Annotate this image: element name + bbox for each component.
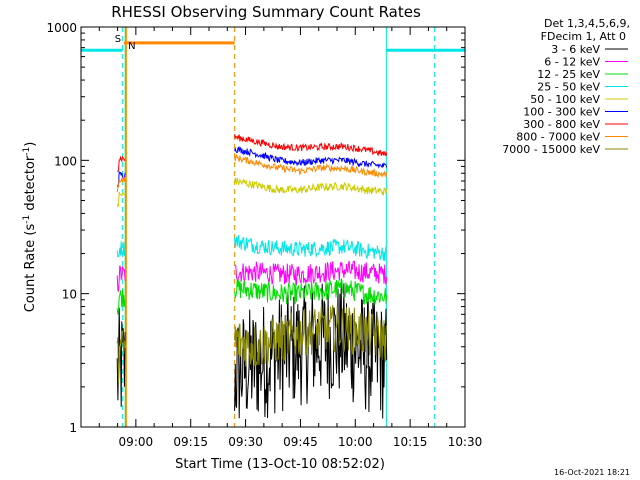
series-line-2-segment-1 — [116, 265, 126, 292]
plot-area: SN — [80, 27, 465, 427]
series-line-8-segment-2 — [234, 153, 388, 179]
y-axis-label-end: ) — [23, 142, 38, 147]
legend-entry-label-5: 50 - 100 keV — [530, 93, 600, 106]
legend-header-line-1: Det 1,3,4,5,6,9, — [544, 17, 630, 30]
x-tick-label: 09:45 — [283, 435, 318, 449]
y-axis-label-mid: detector — [23, 155, 38, 215]
legend-entry-label-2: 6 - 12 keV — [544, 56, 600, 69]
series-line-6-segment-2 — [234, 145, 388, 169]
x-tick-label: 10:00 — [338, 435, 373, 449]
series-line-7-segment-1 — [117, 155, 126, 172]
footer-timestamp: 16-Oct-2021 18:21 — [554, 468, 630, 477]
legend-entry-label-4: 25 - 50 keV — [537, 81, 600, 94]
x-axis-label: Start Time (13-Oct-10 08:52:02) — [175, 457, 385, 472]
series-line-3-segment-1 — [116, 289, 126, 315]
series-9 — [116, 304, 388, 384]
series-3 — [116, 278, 388, 315]
series-line-5-segment-2 — [234, 177, 388, 196]
series-line-5-segment-1 — [116, 191, 126, 208]
series-5 — [116, 177, 388, 208]
y-axis-label-exp2: -1 — [22, 147, 32, 156]
legend-entry-label-3: 12 - 25 keV — [537, 68, 600, 81]
series-8 — [116, 153, 388, 192]
x-axis: 09:00 09:15 09:30 09:45 10:00 10:15 10:30 — [80, 27, 483, 449]
y-axis-label-main: Count Rate (s — [23, 224, 38, 313]
plot-frame — [80, 26, 466, 428]
legend: Det 1,3,4,5,6,9, FDecim 1, Att 0 3 - 6 k… — [502, 17, 630, 156]
flag-label-n: N — [128, 41, 135, 52]
y-tick-label: 100 — [54, 154, 77, 168]
x-tick-label: 10:15 — [393, 435, 428, 449]
series-line-4-segment-1 — [116, 241, 126, 258]
y-tick-label: 1 — [69, 421, 77, 435]
series-6 — [117, 145, 388, 187]
y-tick-label: 1000 — [46, 21, 77, 35]
series-line-3-segment-2 — [234, 278, 388, 306]
x-tick-label: 10:30 — [448, 435, 483, 449]
legend-entry-label-1: 3 - 6 keV — [551, 43, 600, 56]
x-tick-label: 09:15 — [173, 435, 208, 449]
flag-label-s: S — [115, 34, 121, 45]
y-tick-label: 10 — [62, 288, 77, 302]
y-axis: 1 10 100 1000 — [46, 21, 465, 435]
y-axis-label-exp1: -1 — [22, 215, 32, 224]
series-4 — [116, 235, 388, 262]
series-line-9-segment-1 — [116, 330, 126, 384]
x-tick-label: 09:30 — [228, 435, 263, 449]
legend-entry-label-8: 800 - 7000 keV — [516, 131, 600, 144]
legend-entry-label-9: 7000 - 15000 keV — [502, 143, 600, 156]
x-tick-label: 09:00 — [119, 435, 154, 449]
series-line-7-segment-2 — [234, 134, 388, 157]
legend-entry-label-7: 300 - 800 keV — [523, 118, 600, 131]
y-axis-label: Count Rate (s-1 detector-1) — [22, 142, 38, 313]
legend-header-line-2: FDecim 1, Att 0 — [541, 30, 626, 43]
series-line-9-segment-2 — [234, 304, 388, 367]
series-line-8-segment-1 — [116, 176, 126, 192]
chart-title: RHESSI Observing Summary Count Rates — [111, 3, 421, 21]
series-2 — [116, 260, 388, 292]
series-line-4-segment-2 — [234, 235, 388, 262]
series-7 — [117, 134, 388, 172]
legend-entry-label-6: 100 - 300 keV — [523, 106, 600, 119]
series-line-2-segment-2 — [234, 260, 388, 286]
